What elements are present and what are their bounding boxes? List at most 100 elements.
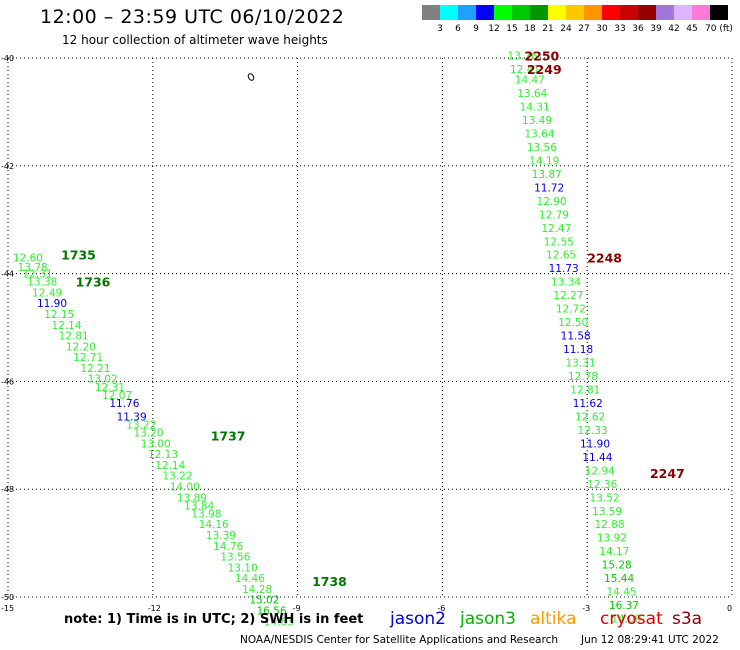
wave-height-value: 13.56 (527, 142, 557, 154)
color-swatch (422, 5, 440, 20)
color-swatch (494, 5, 512, 20)
colorbar-tick-label: 21 (542, 24, 553, 34)
wave-height-value: 13.49 (522, 115, 552, 127)
wave-height-value: 13.98 (191, 508, 221, 520)
color-swatch (584, 5, 602, 20)
pass-time-label: 1738 (312, 574, 347, 589)
wave-height-value: 11.76 (109, 398, 139, 410)
wave-height-value: 13.34 (551, 277, 581, 289)
lon-tick-label: -6 (437, 604, 445, 613)
wave-height-value: 12.15 (44, 309, 74, 321)
wave-height-value: 12.41 (510, 64, 540, 76)
wave-height-value: 12.14 (155, 460, 185, 472)
wave-height-value: 12.55 (544, 236, 574, 248)
color-swatch (476, 5, 494, 20)
colorbar-tick-label: 42 (668, 24, 679, 34)
color-swatch (674, 5, 692, 20)
wave-height-value: 12.49 (32, 287, 62, 299)
wave-height-value: 12.33 (578, 425, 608, 437)
wave-height-value: 12.31 (95, 382, 125, 394)
wave-height-value: 12.78 (568, 371, 598, 383)
wave-height-value: 13.20 (133, 428, 163, 440)
wave-height-value: 13.89 (177, 492, 207, 504)
wave-height-value: 11.44 (582, 452, 612, 464)
lat-tick-label: -40 (1, 54, 14, 63)
wave-height-value: 13.38 (27, 277, 57, 289)
colorbar-tick-label: 45 (686, 24, 697, 34)
color-swatch (440, 5, 458, 20)
wave-height-value: 13.52 (590, 492, 620, 504)
wave-height-value: 12.27 (553, 290, 583, 302)
wave-height-value: 14.31 (520, 102, 550, 114)
wave-height-value: 12.62 (575, 411, 605, 423)
wave-height-value: 13.64 (524, 128, 554, 140)
chart-title: 12:00 – 23:59 UTC 06/10/2022 (40, 6, 345, 28)
wave-height-value: 15.44 (604, 573, 634, 585)
footer-note: note: 1) Time is in UTC; 2) SWH is in fe… (64, 612, 364, 627)
lon-tick-label: -9 (293, 604, 301, 613)
wave-height-value: 12.07 (102, 390, 132, 402)
wave-height-value: 13.87 (532, 169, 562, 181)
lat-tick-label: -50 (1, 593, 14, 602)
wave-height-value: 14.46 (235, 573, 265, 585)
colorbar-tick-label: 30 (596, 24, 608, 34)
colorbar-tick-label: 18 (524, 24, 536, 34)
lon-tick-label: -3 (582, 604, 590, 613)
wave-height-value: 12.20 (66, 341, 96, 353)
wave-height-value: 14.17 (599, 546, 629, 558)
wave-height-value: 12.72 (556, 304, 586, 316)
colorbar-tick-label: 27 (578, 24, 589, 34)
pass-time-label: 1735 (61, 248, 96, 263)
lon-tick-label: 0 (727, 604, 732, 613)
color-swatch (512, 5, 530, 20)
colorbar-tick-label: 70 (ft) (705, 24, 732, 34)
wave-height-value: 13.22 (126, 420, 156, 432)
wave-height-value: 11.39 (117, 411, 147, 423)
color-swatch (566, 5, 584, 20)
wave-height-value: 13.10 (228, 562, 258, 574)
colorbar-tick-label: 24 (560, 24, 572, 34)
colorbar-tick-label: 39 (650, 24, 662, 34)
color-scale-legend: 3 6 9 12 15 18 21 24 27 30 33 36 39 42 45 70 (ft) (422, 5, 732, 34)
wave-height-value: 16.56 (257, 605, 287, 617)
wave-height-value: 15.28 (602, 560, 632, 572)
color-swatch (530, 5, 548, 20)
wave-height-value: 13.84 (184, 500, 214, 512)
wave-height-value: 12.60 (13, 252, 43, 264)
colorbar-tick-label: 3 (437, 24, 443, 34)
wave-height-value: 12.71 (73, 352, 103, 364)
lon-tick-label: -15 (1, 604, 14, 613)
wave-height-value: 14.76 (213, 541, 243, 553)
wave-height-value: 14.09 (611, 614, 641, 626)
wave-height-value: 11.90 (37, 298, 67, 310)
wave-height-value: 12.13 (148, 449, 178, 461)
chart-subtitle: 12 hour collection of altimeter wave hei… (62, 33, 328, 47)
wave-height-value: 14.19 (529, 155, 559, 167)
wave-height-value: 11.90 (580, 438, 610, 450)
wave-height-value: 12.31 (22, 269, 52, 281)
legend-altika: altika (530, 609, 577, 629)
generated-timestamp: Jun 12 08:29:41 UTC 2022 (581, 634, 719, 646)
wave-height-value: 12.36 (587, 479, 617, 491)
colorbar-tick-label: 9 (473, 24, 479, 34)
wave-height-value: 14.83 (264, 616, 294, 628)
wave-height-value: 13.59 (592, 506, 622, 518)
pass-time-label: 2248 (587, 250, 622, 265)
color-swatch (656, 5, 674, 20)
legend-jason3: jason3 (460, 609, 516, 629)
colorbar-tick-label: 36 (632, 24, 644, 34)
lat-tick-label: -42 (1, 162, 14, 171)
legend-cryosat: cryosat (600, 609, 663, 629)
color-swatch (602, 5, 620, 20)
wave-height-value: 13.22 (162, 471, 192, 483)
wave-height-value: 13.64 (517, 88, 547, 100)
wave-height-value: 11.18 (563, 344, 593, 356)
wave-height-value: 13.02 (88, 374, 118, 386)
color-swatch (692, 5, 710, 20)
wave-height-value: 13.76 (508, 50, 538, 62)
lat-tick-label: -48 (1, 485, 14, 494)
pass-time-label: 1736 (76, 275, 111, 290)
wave-height-value: 12.81 (59, 331, 89, 343)
wave-height-value: 12.88 (594, 519, 624, 531)
